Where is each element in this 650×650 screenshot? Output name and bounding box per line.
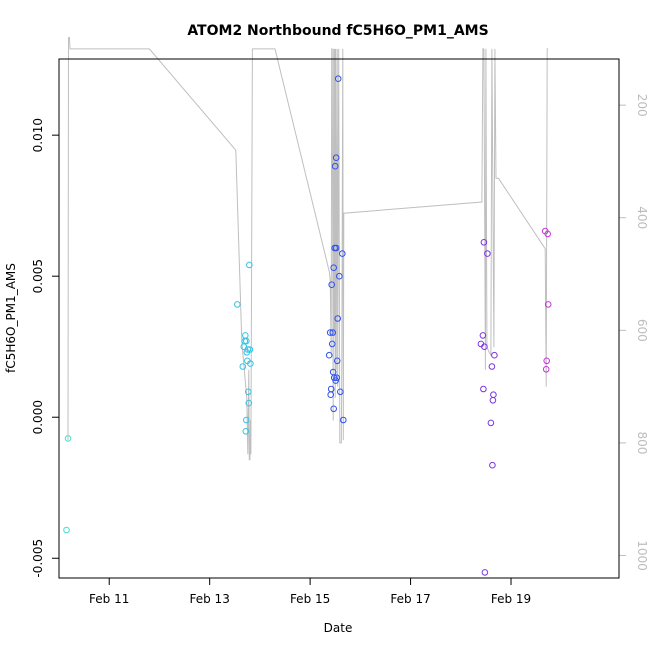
data-point-40 [339, 250, 346, 257]
data-point-15 [246, 346, 254, 353]
data-point-30 [331, 162, 339, 170]
data-point-32 [332, 244, 340, 252]
data-point-49 [487, 419, 495, 427]
secondary-tick-label-0: 200 [635, 94, 649, 117]
plot-frame [58, 58, 620, 579]
data-point-50 [488, 363, 496, 370]
data-point-38 [336, 272, 343, 280]
secondary-tick-label-1: 400 [635, 206, 649, 229]
data-point-34 [333, 374, 341, 382]
data-point-21 [327, 385, 335, 393]
data-point-45 [480, 239, 488, 246]
data-point-23 [328, 340, 336, 348]
x-tick-label-2: Feb 15 [290, 592, 330, 606]
data-point-39 [337, 388, 344, 396]
secondary-tick-label-2: 600 [635, 319, 649, 342]
x-axis-label: Date [324, 621, 353, 635]
data-point-2 [234, 301, 241, 308]
data-point-35 [333, 357, 341, 365]
data-point-26 [330, 264, 338, 272]
data-point-51 [489, 461, 496, 469]
x-tick-label-4: Feb 19 [491, 592, 531, 606]
data-point-11 [244, 346, 252, 353]
chart-title: ATOM2 Northbound fC5H6O_PM1_AMS [187, 23, 488, 39]
data-point-41 [340, 416, 347, 424]
secondary-series-line [67, 37, 549, 461]
x-tick-label-3: Feb 17 [390, 592, 430, 606]
data-point-37 [334, 75, 342, 82]
x-tick-label-0: Feb 11 [89, 592, 129, 606]
y-tick-label-0: -0.005 [31, 539, 45, 578]
data-point-57 [543, 357, 551, 365]
data-point-54 [491, 351, 498, 359]
data-point-33 [332, 154, 340, 161]
data-point-17 [243, 416, 250, 424]
data-point-16 [247, 360, 254, 367]
data-point-24 [329, 329, 337, 336]
data-point-8 [243, 337, 250, 345]
data-point-18 [325, 351, 333, 359]
data-point-43 [479, 332, 487, 339]
data-point-31 [332, 377, 340, 384]
data-point-27 [330, 405, 338, 413]
x-tick-label-1: Feb 13 [190, 592, 230, 606]
secondary-tick-label-4: 1000 [635, 540, 649, 571]
data-point-59 [544, 301, 552, 308]
data-point-7 [242, 428, 250, 435]
data-point-19 [326, 329, 334, 336]
data-point-12 [245, 388, 252, 396]
data-point-1 [63, 526, 70, 534]
data-point-53 [490, 391, 497, 399]
data-point-0 [64, 435, 72, 442]
data-point-14 [246, 261, 253, 269]
data-point-22 [328, 281, 336, 289]
secondary-line-layer [67, 37, 549, 461]
data-point-44 [480, 385, 487, 393]
data-point-56 [542, 366, 550, 373]
secondary-tick-label-3: 800 [635, 431, 649, 454]
y-tick-label-1: 0.000 [31, 400, 45, 434]
points-layer [63, 75, 552, 576]
y-axis-label: fC5H6O_PM1_AMS [4, 263, 18, 373]
data-point-47 [481, 569, 489, 576]
data-point-58 [544, 230, 552, 238]
y-tick-label-3: 0.010 [31, 118, 45, 152]
data-point-3 [239, 363, 247, 370]
data-point-36 [334, 315, 342, 322]
y-tick-label-2: 0.005 [31, 259, 45, 293]
data-point-46 [481, 343, 488, 351]
data-point-48 [484, 250, 491, 257]
data-point-13 [245, 399, 253, 407]
